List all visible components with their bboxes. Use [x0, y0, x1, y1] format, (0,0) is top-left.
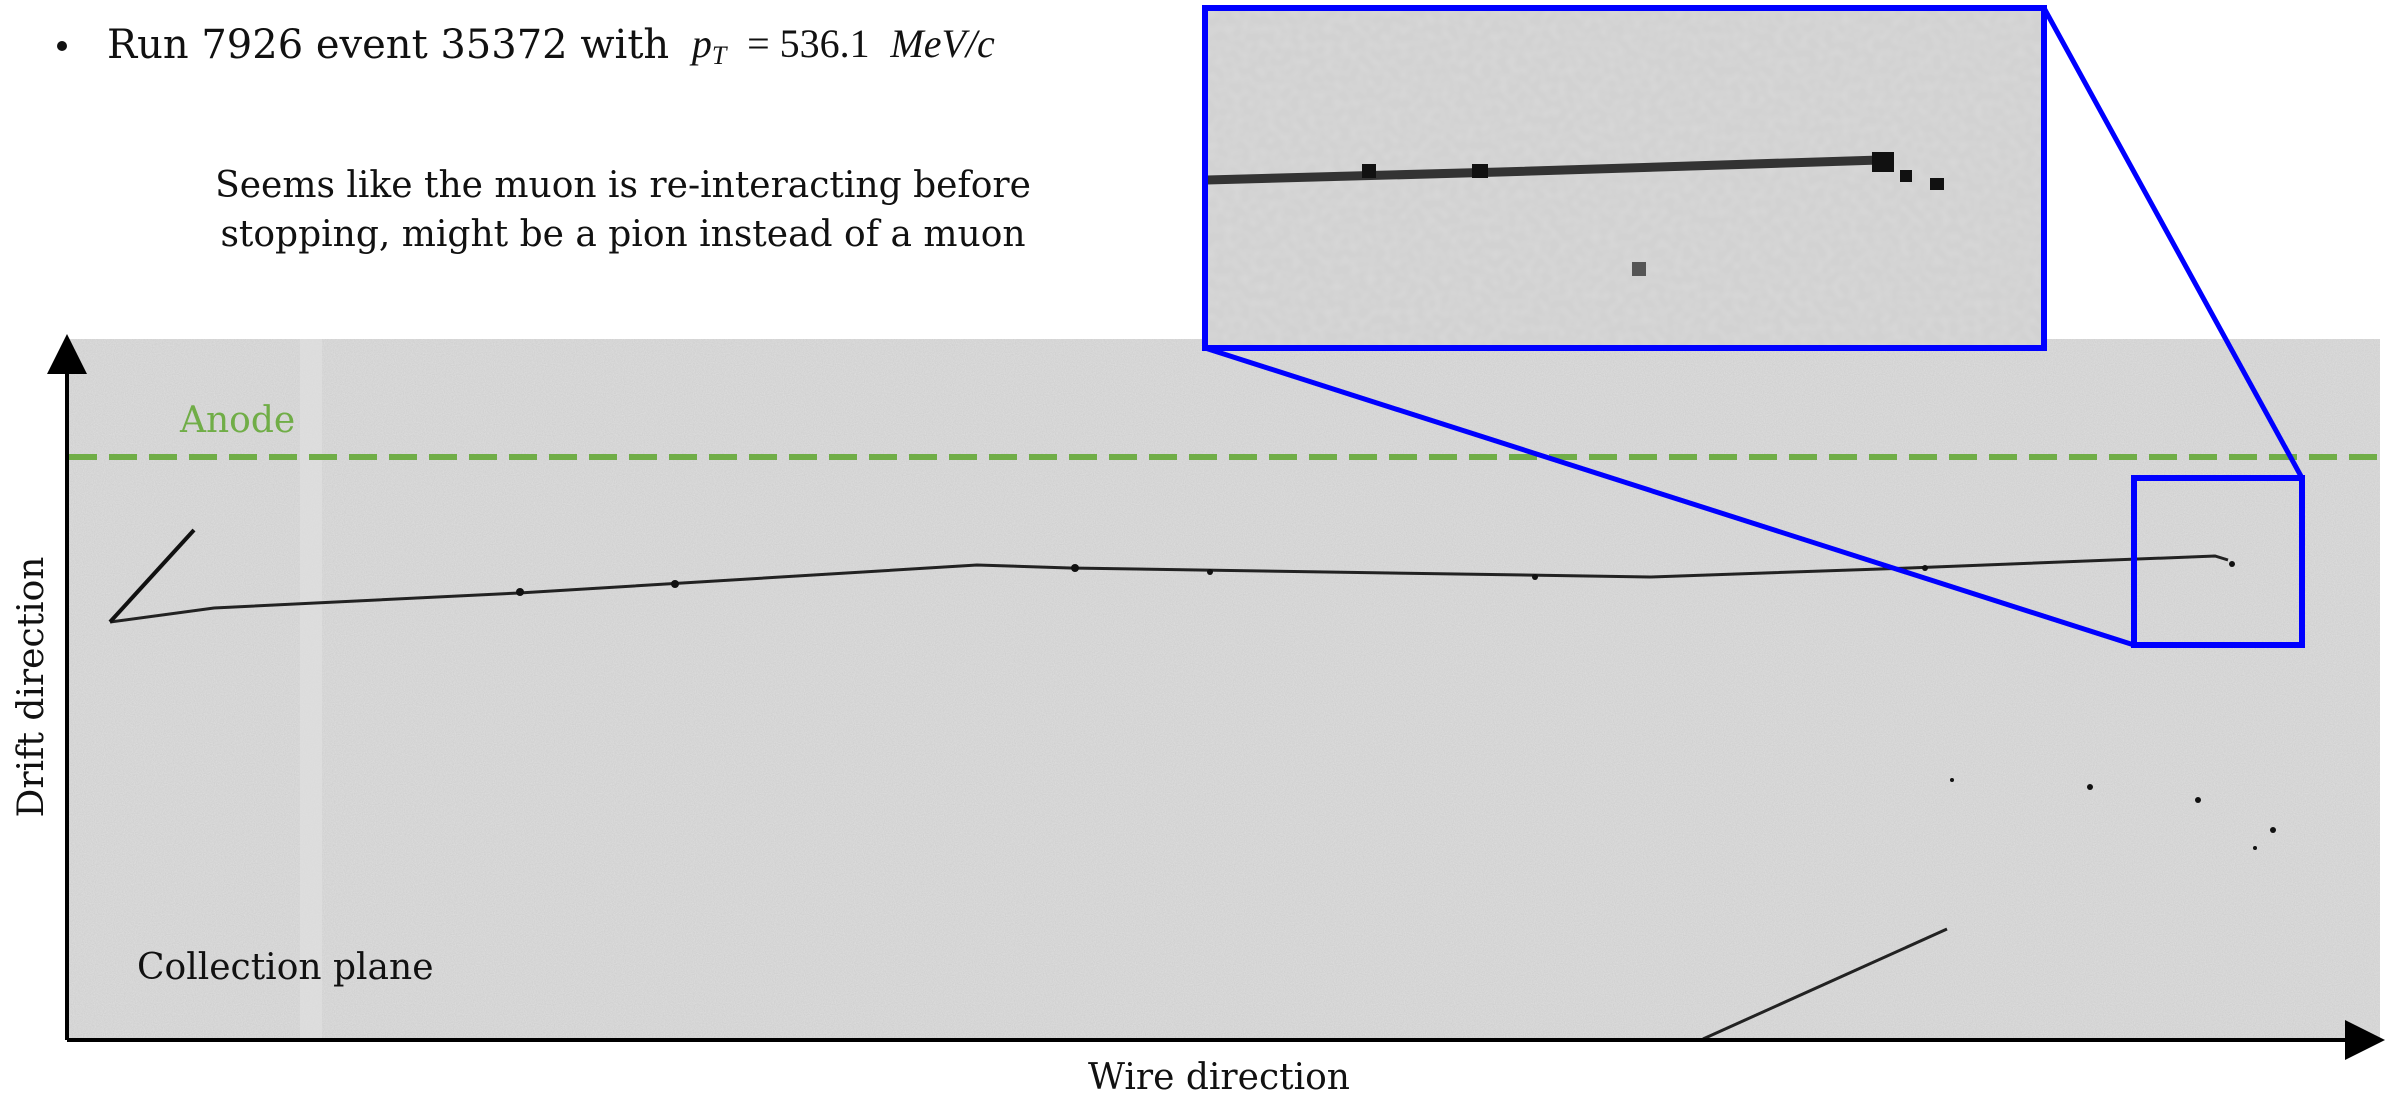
- note-line: Seems like the muon is re-interacting be…: [215, 165, 1031, 206]
- hits: [516, 561, 2276, 850]
- math-unit: MeV/c: [889, 21, 995, 66]
- math-subscript: T: [712, 41, 728, 70]
- bullet-dot: [57, 41, 67, 51]
- plane-label: Collection plane: [137, 947, 434, 988]
- inset-hits: [1362, 152, 1944, 276]
- delta-ray: [108, 528, 196, 624]
- zoom-inset: [1202, 5, 2305, 648]
- zoom-line: [2041, 6, 2305, 480]
- bullet-prefix: Run 7926 event 35372 with: [107, 22, 669, 68]
- bullet-text: Run 7926 event 35372 with pT = 536.1 MeV…: [107, 21, 995, 78]
- inset-track: [1202, 155, 1885, 185]
- zoom-region: [2131, 475, 2305, 648]
- note-line: stopping, might be a pion instead of a m…: [220, 214, 1025, 255]
- event-display: Anode Collection plane Drift direction W…: [11, 334, 2385, 1098]
- math-relation: = 536.1: [747, 21, 870, 66]
- display-noise: [69, 339, 2380, 1039]
- anode-label: Anode: [179, 400, 295, 441]
- y-axis-label: Drift direction: [11, 557, 52, 818]
- inset-frame: [1202, 5, 2047, 351]
- noisy-wire: [300, 339, 322, 1039]
- x-axis-label: Wire direction: [1088, 1057, 1350, 1098]
- muon-track: [109, 554, 2229, 624]
- math-symbol: p: [689, 21, 712, 66]
- zoom-line: [1204, 345, 2135, 648]
- other-track: [1702, 927, 1948, 1041]
